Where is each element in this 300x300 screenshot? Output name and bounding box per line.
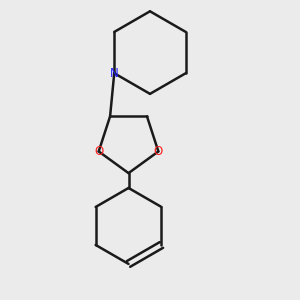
Text: O: O xyxy=(94,145,103,158)
Text: O: O xyxy=(154,145,163,158)
Text: N: N xyxy=(110,67,118,80)
